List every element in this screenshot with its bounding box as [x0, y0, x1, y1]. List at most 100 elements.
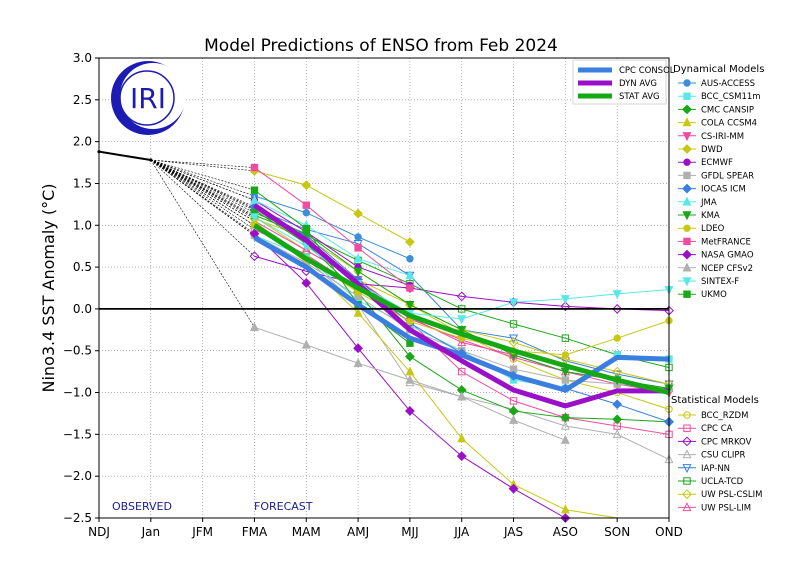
data-point: [612, 414, 623, 425]
series-line: [254, 167, 411, 289]
x-tick-label: MJJ: [401, 525, 418, 539]
data-point: [560, 367, 570, 377]
fan-line: [150, 159, 255, 234]
avg-line-cpc-consol: [253, 235, 670, 393]
series-nasa-gmao: [249, 228, 571, 523]
data-point: [406, 284, 414, 292]
y-tick-label: 0.5: [73, 260, 92, 274]
x-tick-label: SON: [604, 525, 630, 539]
average-series: [253, 203, 670, 409]
data-point: [612, 304, 623, 314]
legend-marker: [682, 144, 692, 154]
data-point: [353, 357, 363, 367]
y-tick-label: −2.5: [63, 511, 92, 525]
data-point: [249, 213, 259, 223]
fan-line: [150, 159, 255, 257]
data-point: [561, 351, 570, 359]
data-point: [509, 320, 518, 328]
legend-marker: [682, 464, 692, 474]
plot-frame: [98, 57, 670, 519]
x-tick-label: NDJ: [88, 525, 110, 539]
y-tick-label: 1.0: [73, 218, 92, 232]
legend-label-csu-clipr: CSU CLIPR: [701, 451, 746, 461]
data-point: [302, 224, 310, 233]
data-point: [353, 307, 363, 317]
avg-legend-label-stat-avg: STAT AVG: [619, 92, 660, 102]
data-point: [560, 412, 571, 423]
data-point: [509, 298, 519, 308]
series-metfrance: [250, 163, 414, 292]
y-tick-label: −1.5: [63, 427, 92, 441]
legend-marker: [683, 79, 691, 87]
observed-point: [149, 158, 153, 162]
fan-line: [150, 159, 255, 197]
legend-marker: [682, 117, 692, 127]
fan-line: [150, 159, 255, 209]
model-series: [249, 163, 674, 523]
x-tick-label: JJA: [453, 525, 470, 539]
fan-line: [150, 159, 255, 328]
legend-marker: [683, 92, 691, 100]
legend-label-cpc-mrkov: CPC MRKOV: [701, 437, 752, 447]
x-tick-label: FMA: [242, 525, 268, 539]
axes: 3.0 2.5 2.0 1.5 1.0 0.5 0.0 −0.5 −1.0 −1.5 −2.0 −2.…: [63, 51, 683, 539]
y-tick-label: −1.0: [63, 386, 92, 400]
data-point: [354, 244, 362, 252]
data-point: [250, 163, 259, 172]
legend-marker: [682, 262, 692, 272]
y-tick-label: 1.5: [73, 176, 92, 190]
legend-marker: [682, 436, 692, 447]
x-tick-label: OND: [655, 525, 683, 539]
data-point: [405, 301, 415, 311]
data-point: [405, 237, 415, 247]
data-point: [302, 201, 310, 209]
data-point: [509, 414, 519, 424]
legend-marker: [682, 104, 692, 115]
data-point: [508, 337, 519, 348]
data-point: [249, 194, 259, 204]
y-tick-label: −2.0: [63, 469, 92, 483]
data-point: [457, 391, 467, 401]
data-point: [560, 301, 571, 312]
data-point: [561, 334, 570, 342]
legend-label-sintex-f: SINTEX-F: [701, 277, 739, 287]
x-tick-label: MAM: [292, 525, 321, 539]
data-point: [353, 208, 363, 219]
dynamical-legend-title: Dynamical Models: [673, 64, 764, 75]
legend-label-bcc-rzdm: BCC_RZDM: [701, 411, 748, 421]
legend-label-iap-nn: IAP-NN: [701, 464, 730, 474]
data-point: [612, 429, 622, 439]
x-tick-label: Jan: [141, 525, 161, 539]
data-point: [457, 326, 467, 336]
legend-label-iocas-icm: IOCAS ICM: [701, 185, 746, 195]
data-point: [405, 374, 415, 384]
legend-marker: [683, 224, 691, 232]
avg-legend-label-dyn-avg: DYN AVG: [619, 79, 657, 89]
data-point: [458, 367, 466, 376]
fan-line: [150, 159, 255, 213]
fan-line: [150, 159, 255, 191]
legend-marker: [682, 489, 692, 500]
legend-marker: [683, 477, 691, 485]
legend-label-aus-access: AUS-ACCESS: [701, 79, 755, 89]
series-ncep-cfsv2: [249, 321, 570, 444]
data-point: [406, 317, 414, 326]
y-axis-label: Nino3.4 SST Anomaly (°C): [39, 184, 58, 393]
series-line: [254, 195, 411, 260]
data-point: [353, 267, 363, 277]
iri-logo: IRI: [111, 61, 186, 135]
data-point: [353, 343, 363, 354]
data-point: [508, 406, 519, 416]
data-point: [353, 253, 363, 263]
data-point: [508, 483, 519, 494]
series-line: [254, 199, 411, 286]
data-point: [560, 420, 570, 430]
data-point: [354, 233, 362, 241]
legend-marker: [683, 411, 691, 419]
avg-line-dyn-avg: [253, 203, 669, 409]
legend-marker: [683, 158, 691, 166]
legend-label-gfdl-spear: GFDL SPEAR: [701, 171, 754, 181]
legend: CPC CONSOL DYN AVG STAT AVG Dynamical Model…: [572, 59, 764, 513]
legend-label-ldeo: LDEO: [701, 224, 725, 234]
logo-inner-ring: [119, 70, 175, 126]
